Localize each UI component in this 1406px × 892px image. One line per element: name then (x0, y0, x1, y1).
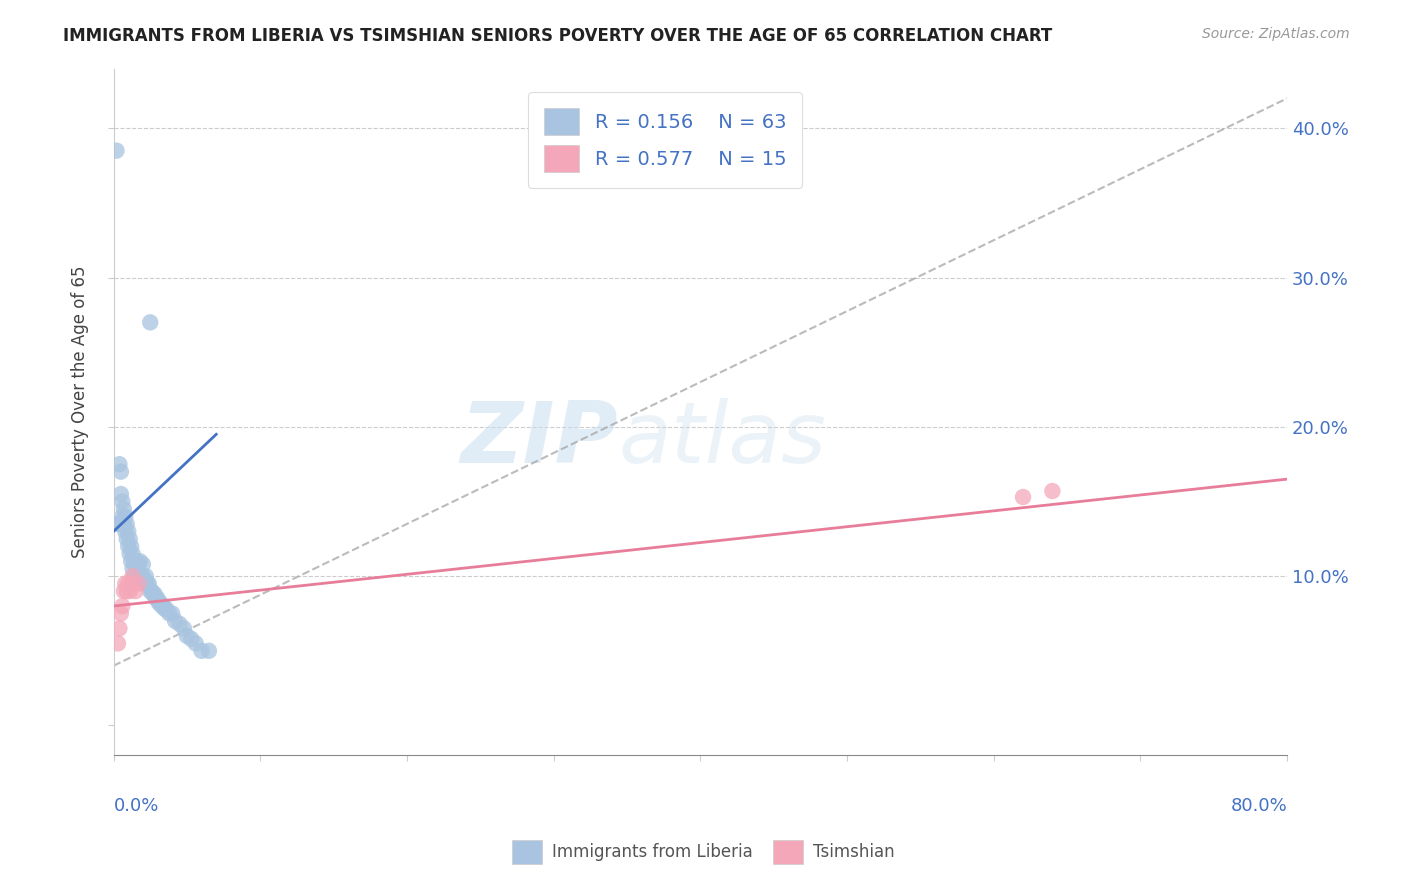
Point (125, 554, 148, 568)
Point (148, 596, 170, 610)
Point (132, 558, 155, 572)
Point (146, 591, 169, 606)
Point (149, 596, 172, 610)
Point (135, 576, 157, 591)
Point (114, 524, 136, 539)
Point (135, 569, 157, 583)
Point (153, 602, 176, 616)
Point (198, 644, 221, 658)
Y-axis label: Seniors Poverty Over the Age of 65: Seniors Poverty Over the Age of 65 (72, 266, 89, 558)
Point (112, 584, 135, 599)
Legend: R = 0.156    N = 63, R = 0.577    N = 15: R = 0.156 N = 63, R = 0.577 N = 15 (529, 92, 801, 188)
Point (117, 539, 139, 553)
Point (120, 576, 142, 591)
Point (112, 516, 135, 531)
Point (110, 607, 132, 621)
Point (143, 587, 166, 601)
Point (173, 622, 195, 636)
Point (122, 554, 145, 568)
Text: 0.0%: 0.0% (114, 797, 159, 814)
Point (190, 644, 212, 658)
Point (1040, 484, 1063, 499)
Point (122, 569, 145, 583)
Point (108, 622, 131, 636)
Text: IMMIGRANTS FROM LIBERIA VS TSIMSHIAN SENIORS POVERTY OVER THE AGE OF 65 CORRELAT: IMMIGRANTS FROM LIBERIA VS TSIMSHIAN SEN… (63, 27, 1053, 45)
Point (111, 599, 134, 613)
Text: Source: ZipAtlas.com: Source: ZipAtlas.com (1202, 27, 1350, 41)
Point (121, 569, 143, 583)
Point (107, 516, 129, 531)
Point (114, 576, 136, 591)
Point (132, 569, 155, 583)
Point (134, 572, 156, 586)
Point (111, 509, 134, 524)
Point (141, 584, 163, 599)
Point (124, 558, 146, 572)
Point (120, 554, 142, 568)
Point (127, 576, 149, 591)
Point (139, 315, 162, 329)
Point (152, 599, 174, 613)
Text: atlas: atlas (619, 398, 827, 481)
Point (180, 632, 202, 646)
Point (115, 532, 138, 546)
Point (121, 547, 143, 561)
Point (114, 509, 136, 524)
Point (129, 569, 152, 583)
Point (150, 599, 173, 613)
Point (124, 584, 146, 599)
Point (115, 516, 138, 531)
Point (118, 584, 141, 599)
Point (105, 144, 128, 158)
Point (157, 607, 180, 621)
Point (145, 591, 167, 606)
Point (115, 584, 138, 599)
Point (160, 607, 183, 621)
Point (184, 636, 207, 650)
Point (139, 584, 162, 599)
Point (1012, 490, 1035, 504)
Point (176, 629, 198, 643)
Point (112, 502, 135, 516)
Point (117, 524, 139, 539)
Point (125, 569, 148, 583)
Point (129, 554, 152, 568)
Point (120, 539, 142, 553)
Point (107, 636, 129, 650)
Point (110, 465, 132, 479)
Point (118, 547, 141, 561)
Point (142, 587, 165, 601)
Point (111, 494, 134, 508)
Point (138, 576, 160, 591)
Point (127, 569, 149, 583)
Point (121, 562, 143, 576)
Point (108, 516, 131, 531)
Point (124, 569, 146, 583)
Point (117, 576, 139, 591)
Legend: Immigrants from Liberia, Tsimshian: Immigrants from Liberia, Tsimshian (505, 833, 901, 871)
Text: ZIP: ZIP (461, 398, 619, 481)
Point (127, 558, 149, 572)
Point (110, 487, 132, 501)
Point (165, 614, 187, 628)
Point (169, 617, 191, 632)
Text: 80.0%: 80.0% (1230, 797, 1286, 814)
Point (155, 602, 177, 616)
Point (108, 457, 131, 471)
Point (131, 572, 153, 586)
Point (136, 576, 159, 591)
Point (118, 532, 141, 546)
